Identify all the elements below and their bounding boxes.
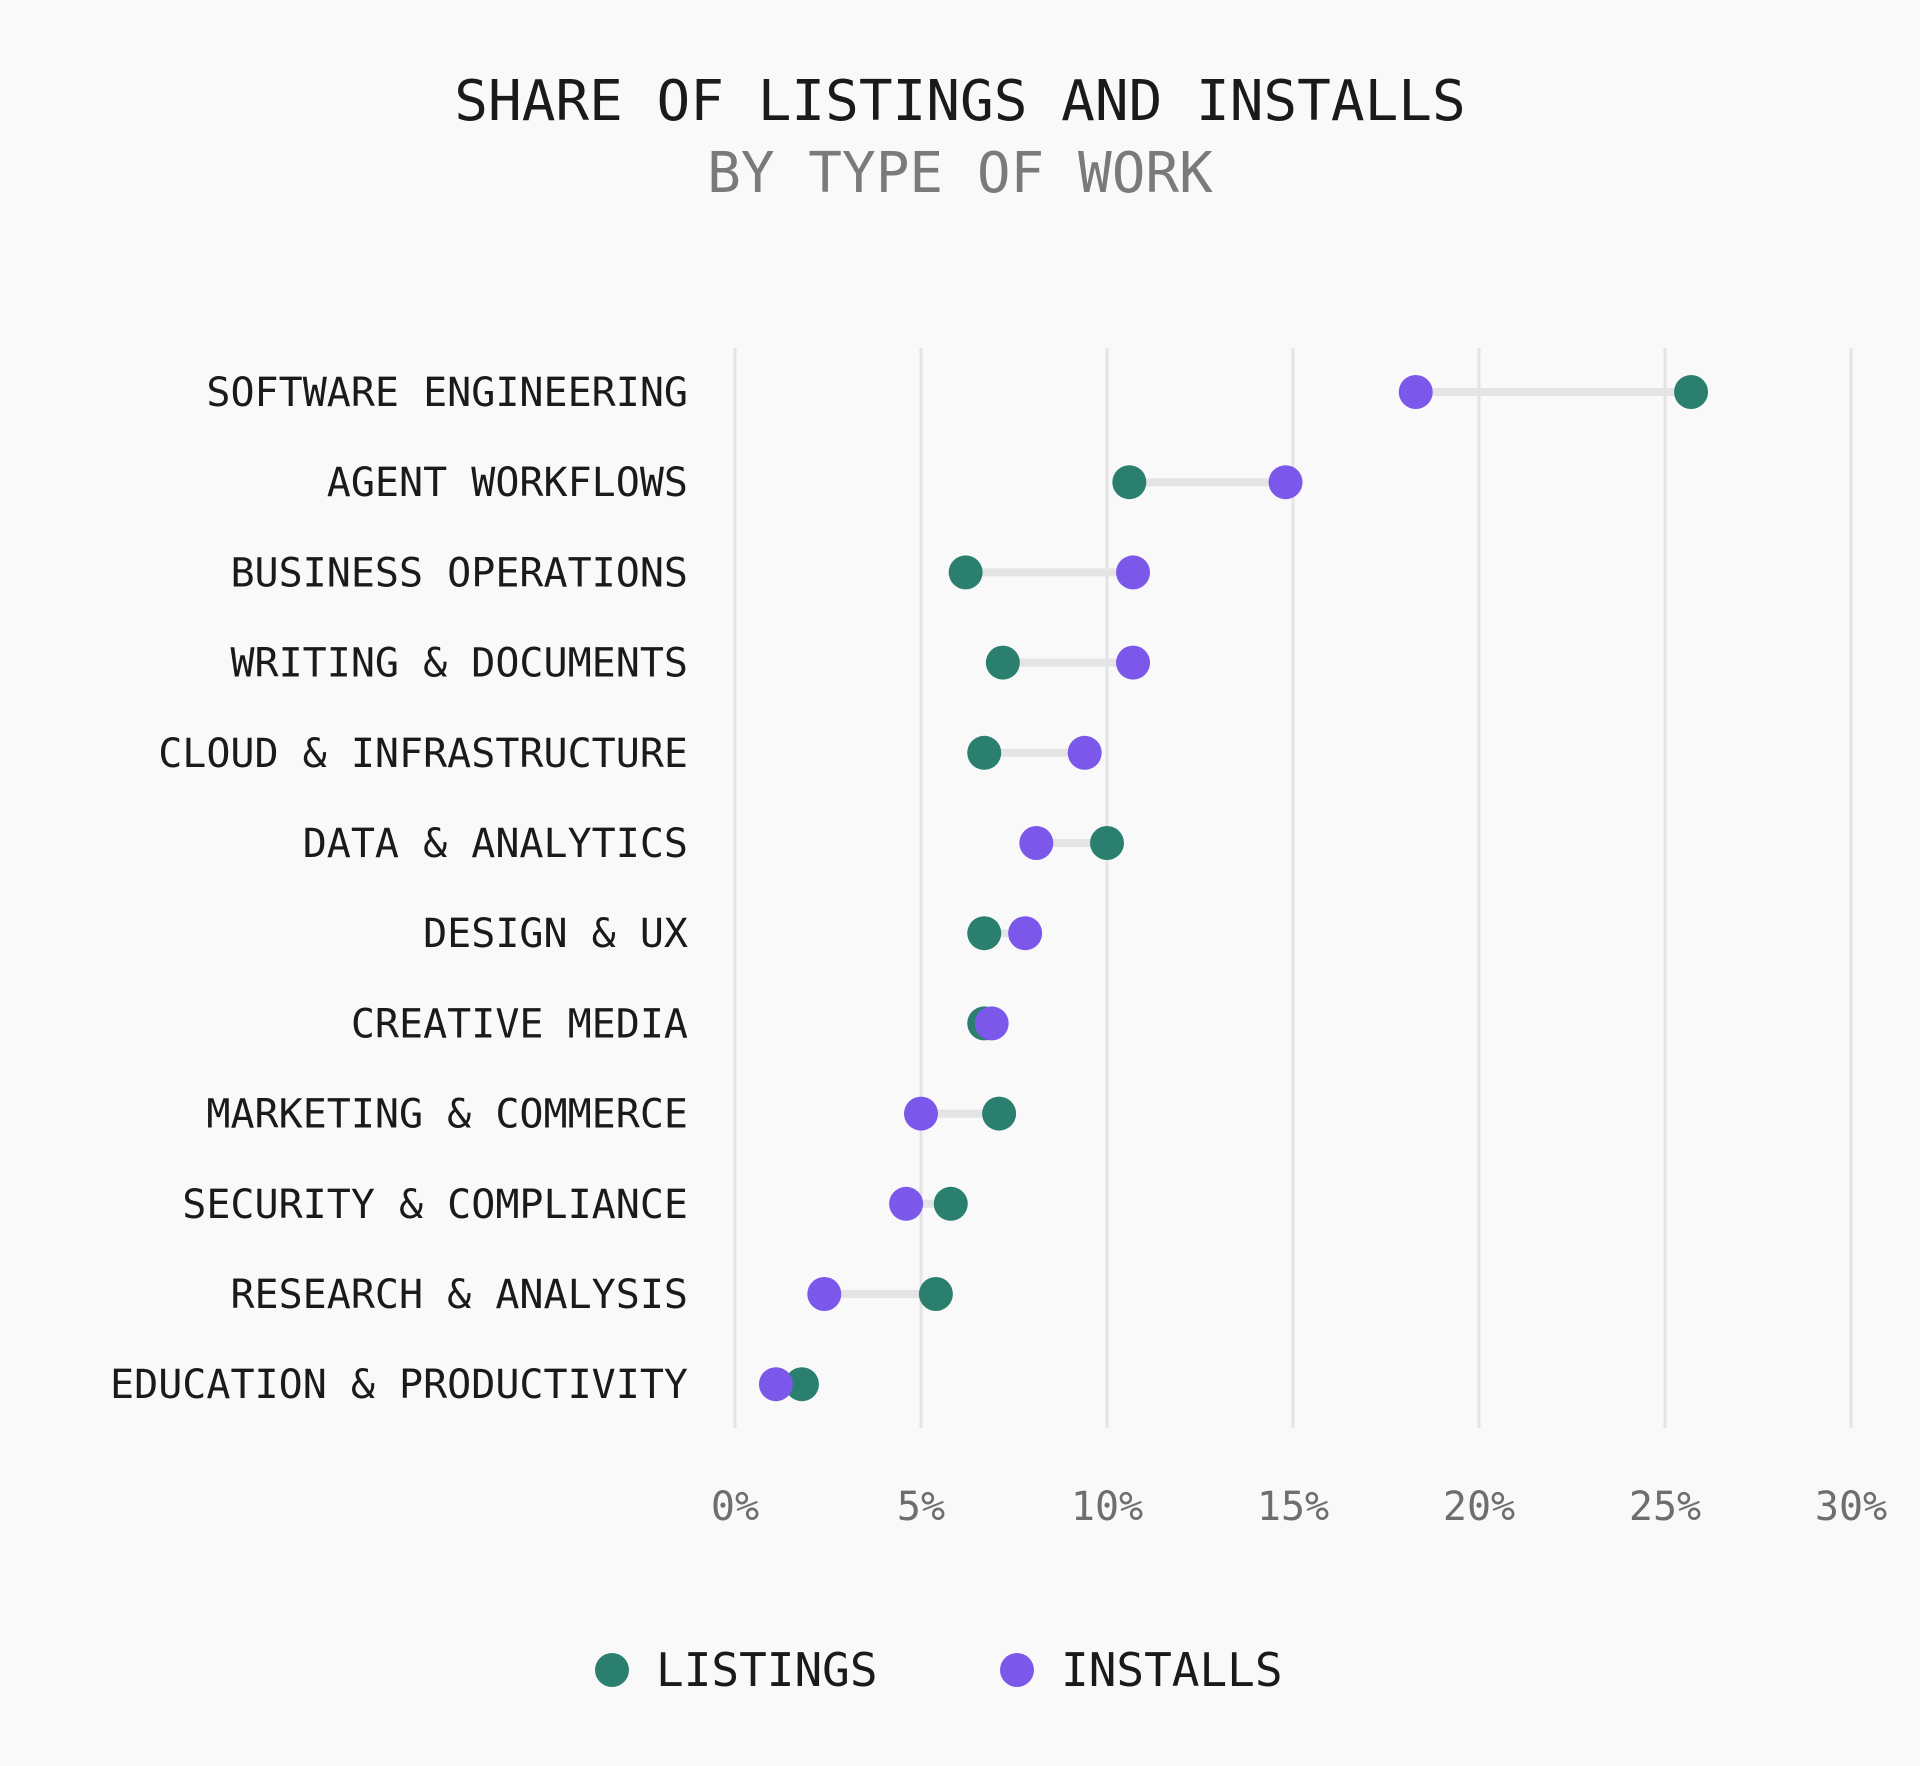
category-label: CREATIVE MEDIA [351, 1001, 688, 1047]
installs-point [889, 1186, 924, 1221]
category-label: EDUCATION & PRODUCTIVITY [110, 1362, 688, 1408]
x-tick-label: 20% [1443, 1484, 1515, 1530]
x-tick-label: 0% [711, 1484, 759, 1530]
category-label: BUSINESS OPERATIONS [230, 550, 688, 596]
category-label: MARKETING & COMMERCE [206, 1092, 688, 1138]
installs-point [1116, 555, 1151, 590]
legend-label-listings: LISTINGS [656, 1643, 878, 1697]
category-label: DESIGN & UX [423, 911, 688, 957]
listings-point [918, 1277, 953, 1311]
listings-point [967, 735, 1002, 770]
installs-point [758, 1367, 793, 1402]
category-label: DATA & ANALYTICS [303, 821, 688, 867]
installs-point [1008, 916, 1043, 951]
category-label: SOFTWARE ENGINEERING [206, 370, 688, 416]
category-label: RESEARCH & ANALYSIS [230, 1272, 688, 1318]
data-points [758, 375, 1709, 1402]
listings-point [948, 555, 983, 590]
x-tick-label: 30% [1815, 1484, 1887, 1530]
grid-lines [733, 348, 1853, 1428]
listings-point [1090, 826, 1124, 860]
category-labels: SOFTWARE ENGINEERING AGENT WORKFLOWS BUSIN… [110, 370, 688, 1408]
installs-point [1116, 645, 1151, 680]
x-tick-label: 15% [1257, 1484, 1329, 1530]
legend-label-installs: INSTALLS [1061, 1643, 1283, 1697]
category-label: WRITING & DOCUMENTS [230, 641, 688, 687]
category-label: CLOUD & INFRASTRUCTURE [158, 731, 688, 777]
listings-point [967, 916, 1002, 951]
x-axis-ticks: 0% 5% 10% 15% 20% 25% 30% [711, 1484, 1887, 1530]
x-tick-label: 10% [1071, 1484, 1143, 1530]
listings-point [933, 1186, 968, 1221]
installs-point [904, 1096, 938, 1131]
installs-point [1067, 735, 1102, 770]
legend-marker-listings [595, 1653, 629, 1687]
legend: LISTINGS INSTALLS [595, 1643, 1283, 1697]
x-tick-label: 25% [1629, 1484, 1701, 1530]
installs-point [1398, 375, 1433, 409]
installs-point [974, 1006, 1009, 1041]
category-label: SECURITY & COMPLIANCE [182, 1182, 688, 1228]
legend-marker-installs [1000, 1653, 1034, 1687]
category-label: AGENT WORKFLOWS [327, 460, 688, 506]
installs-point [807, 1277, 842, 1311]
installs-point [1019, 826, 1054, 860]
listings-point [1674, 375, 1709, 409]
chart-subtitle: BY TYPE OF WORK [707, 141, 1213, 206]
installs-point [1268, 465, 1303, 500]
listings-point [982, 1096, 1017, 1131]
listings-point [784, 1367, 819, 1402]
listings-point [985, 645, 1020, 680]
listings-point [1112, 465, 1147, 500]
chart-title: SHARE OF LISTINGS AND INSTALLS [454, 69, 1465, 134]
x-tick-label: 5% [897, 1484, 945, 1530]
